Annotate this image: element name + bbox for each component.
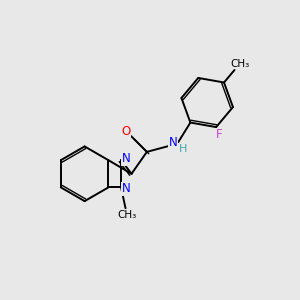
Text: O: O (121, 125, 130, 138)
Text: N: N (168, 136, 177, 149)
Text: F: F (216, 128, 222, 141)
Text: H: H (178, 144, 187, 154)
Text: CH₃: CH₃ (117, 210, 136, 220)
Text: N: N (122, 182, 131, 195)
Text: N: N (122, 152, 131, 165)
Text: CH₃: CH₃ (230, 59, 249, 69)
